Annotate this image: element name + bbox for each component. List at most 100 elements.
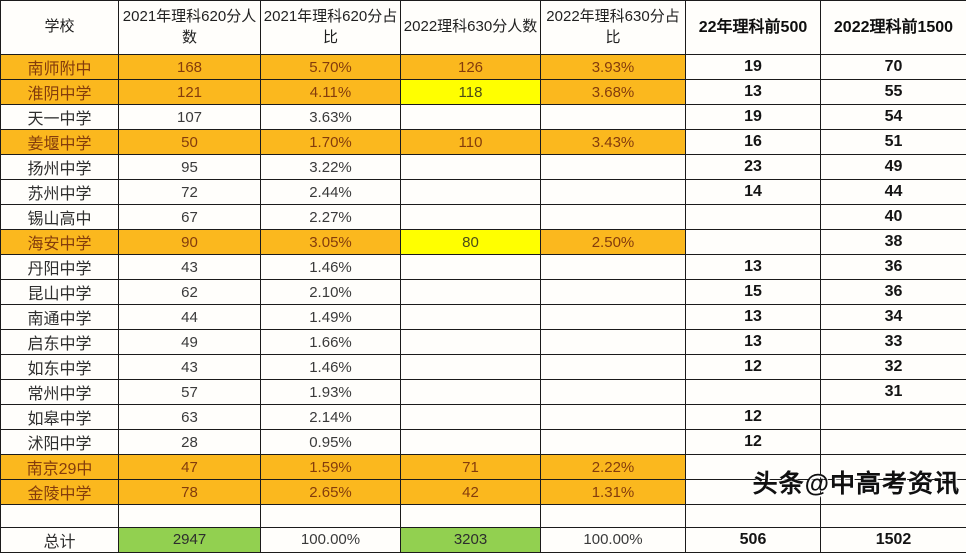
value-cell xyxy=(686,480,821,505)
value-cell: 1.93% xyxy=(261,380,401,405)
school-cell: 淮阴中学 xyxy=(1,80,119,105)
school-cell: 金陵中学 xyxy=(1,480,119,505)
value-cell: 2947 xyxy=(119,527,261,552)
table-header: 学校 2021年理科620分人数 2021年理科620分占比 2022理科630… xyxy=(1,1,966,55)
value-cell: 2.14% xyxy=(261,405,401,430)
value-cell: 118 xyxy=(401,80,541,105)
value-cell: 1502 xyxy=(821,527,966,552)
value-cell: 54 xyxy=(821,105,966,130)
school-cell: 昆山中学 xyxy=(1,280,119,305)
school-cell: 天一中学 xyxy=(1,105,119,130)
value-cell xyxy=(821,480,966,505)
value-cell: 51 xyxy=(821,130,966,155)
value-cell xyxy=(401,155,541,180)
value-cell: 100.00% xyxy=(541,527,686,552)
value-cell xyxy=(541,380,686,405)
value-cell: 3.43% xyxy=(541,130,686,155)
value-cell xyxy=(541,305,686,330)
value-cell: 38 xyxy=(821,230,966,255)
value-cell xyxy=(541,205,686,230)
value-cell: 1.49% xyxy=(261,305,401,330)
value-cell: 121 xyxy=(119,80,261,105)
value-cell: 3.68% xyxy=(541,80,686,105)
value-cell: 43 xyxy=(119,355,261,380)
value-cell: 42 xyxy=(401,480,541,505)
value-cell xyxy=(401,105,541,130)
school-cell xyxy=(1,505,119,528)
value-cell: 110 xyxy=(401,130,541,155)
school-cell: 海安中学 xyxy=(1,230,119,255)
value-cell xyxy=(401,355,541,380)
value-cell: 72 xyxy=(119,180,261,205)
school-cell: 如皋中学 xyxy=(1,405,119,430)
value-cell: 19 xyxy=(686,105,821,130)
value-cell: 1.46% xyxy=(261,255,401,280)
value-cell: 13 xyxy=(686,255,821,280)
value-cell: 3203 xyxy=(401,527,541,552)
value-cell: 23 xyxy=(686,155,821,180)
value-cell: 67 xyxy=(119,205,261,230)
value-cell xyxy=(541,330,686,355)
value-cell xyxy=(686,230,821,255)
value-cell: 2.27% xyxy=(261,205,401,230)
value-cell xyxy=(686,205,821,230)
value-cell xyxy=(821,455,966,480)
school-cell: 沭阳中学 xyxy=(1,430,119,455)
value-cell: 1.70% xyxy=(261,130,401,155)
value-cell xyxy=(541,505,686,528)
value-cell: 13 xyxy=(686,330,821,355)
value-cell: 47 xyxy=(119,455,261,480)
value-cell: 44 xyxy=(119,305,261,330)
school-cell: 如东中学 xyxy=(1,355,119,380)
header-2022-pct: 2022年理科630分占比 xyxy=(541,1,686,55)
header-school: 学校 xyxy=(1,1,119,55)
value-cell: 0.95% xyxy=(261,430,401,455)
value-cell: 1.66% xyxy=(261,330,401,355)
value-cell xyxy=(541,155,686,180)
header-top1500: 2022理科前1500 xyxy=(821,1,966,55)
value-cell xyxy=(541,255,686,280)
value-cell: 50 xyxy=(119,130,261,155)
value-cell: 55 xyxy=(821,80,966,105)
value-cell: 80 xyxy=(401,230,541,255)
value-cell: 31 xyxy=(821,380,966,405)
value-cell xyxy=(541,105,686,130)
school-cell: 南京29中 xyxy=(1,455,119,480)
value-cell: 2.44% xyxy=(261,180,401,205)
value-cell: 70 xyxy=(821,55,966,80)
value-cell xyxy=(541,280,686,305)
value-cell xyxy=(541,430,686,455)
value-cell: 1.46% xyxy=(261,355,401,380)
value-cell: 2.10% xyxy=(261,280,401,305)
school-cell: 苏州中学 xyxy=(1,180,119,205)
value-cell: 19 xyxy=(686,55,821,80)
empty-row xyxy=(1,505,966,528)
header-row: 学校 2021年理科620分人数 2021年理科620分占比 2022理科630… xyxy=(1,1,966,55)
value-cell xyxy=(821,505,966,528)
value-cell: 71 xyxy=(401,455,541,480)
value-cell xyxy=(401,180,541,205)
school-cell: 南通中学 xyxy=(1,305,119,330)
value-cell: 78 xyxy=(119,480,261,505)
value-cell xyxy=(401,405,541,430)
value-cell: 3.63% xyxy=(261,105,401,130)
value-cell xyxy=(686,380,821,405)
value-cell xyxy=(401,430,541,455)
value-cell: 16 xyxy=(686,130,821,155)
school-cell: 姜堰中学 xyxy=(1,130,119,155)
value-cell: 13 xyxy=(686,305,821,330)
value-cell: 49 xyxy=(821,155,966,180)
header-2021-pct: 2021年理科620分占比 xyxy=(261,1,401,55)
value-cell: 506 xyxy=(686,527,821,552)
